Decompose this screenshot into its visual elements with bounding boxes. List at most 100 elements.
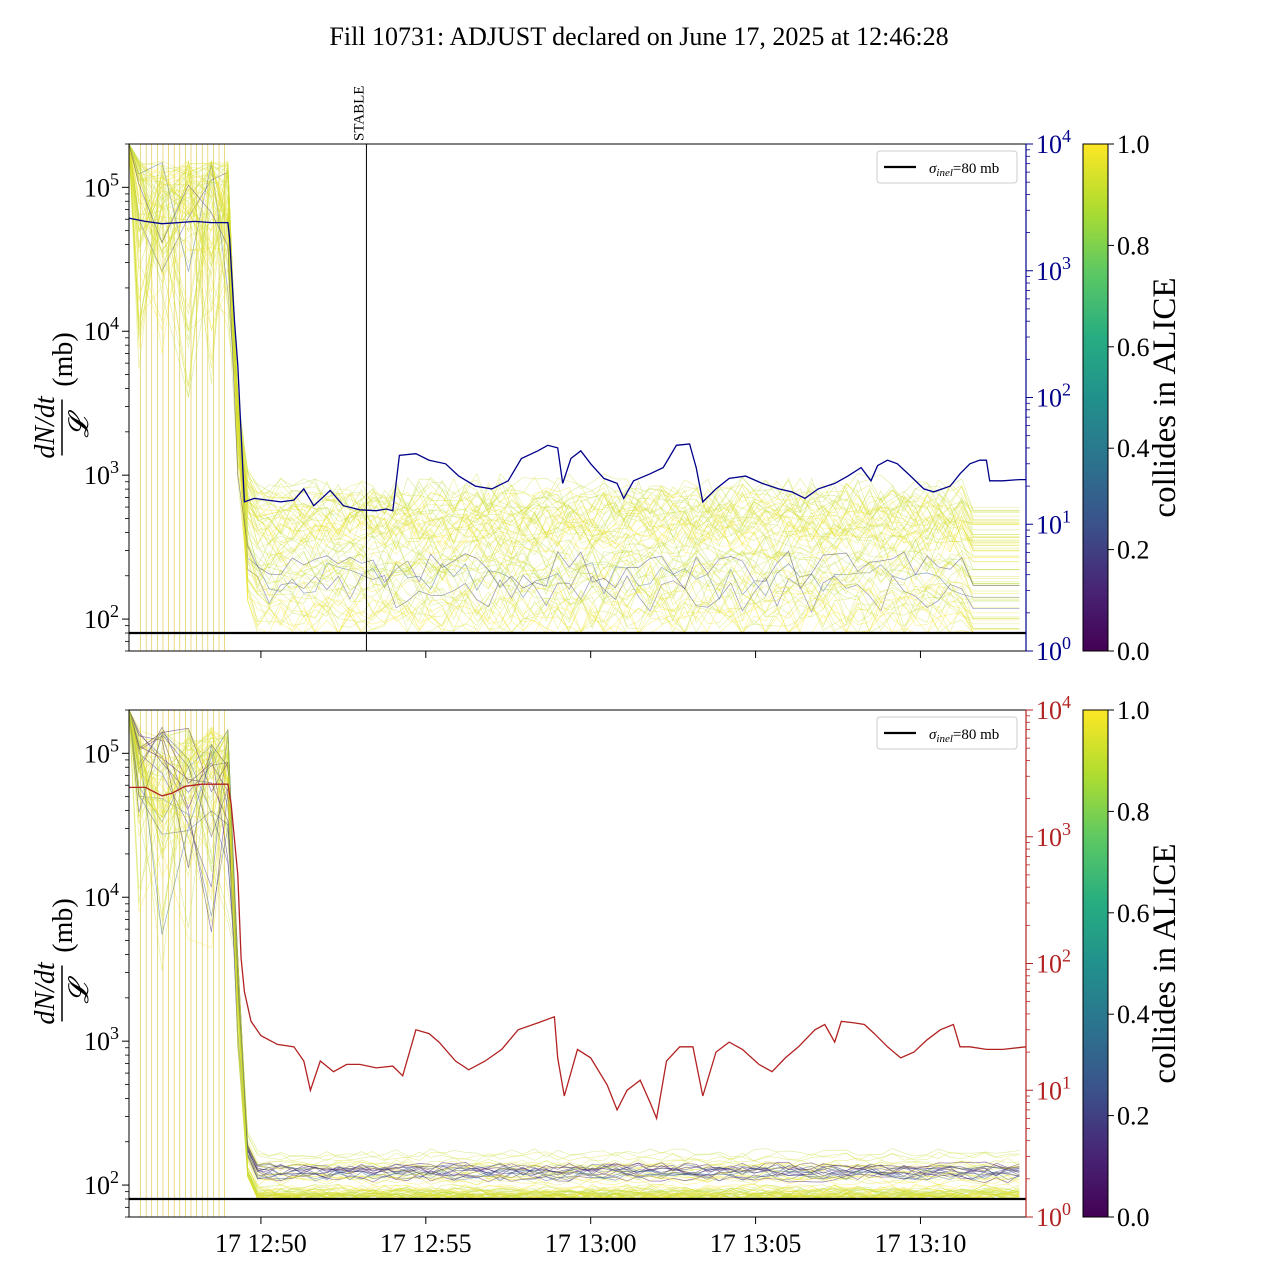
bunch-trace	[129, 144, 1020, 582]
bunch-trace	[129, 144, 1020, 590]
bunch-trace	[129, 144, 1020, 605]
bunch-trace	[129, 710, 1020, 1198]
bunch-trace	[129, 144, 1020, 522]
right-y-tick-label: 101	[1036, 506, 1071, 539]
legend-subscript: inel	[936, 733, 953, 745]
bunch-trace	[129, 144, 1020, 574]
bunch-trace	[129, 144, 1020, 596]
bunch-trace	[129, 144, 1020, 634]
bunch-trace	[129, 144, 1020, 628]
bunch-trace	[129, 710, 1020, 1200]
bunch-trace	[129, 710, 1020, 1177]
legend: σinel=80 mb	[876, 150, 1018, 184]
colorbar-tick-label: 0.6	[1117, 899, 1150, 928]
y-axis-label: dN/dt 𝓛 (mb)	[30, 332, 95, 458]
bunch-trace	[129, 710, 1020, 1185]
plot-area	[129, 710, 1026, 1217]
bunch-trace	[129, 144, 1020, 556]
bunch-traces	[129, 144, 1020, 634]
bunch-trace	[129, 710, 1020, 1200]
bunch-trace	[129, 144, 1020, 614]
colorbar-tick-label: 0.4	[1117, 1000, 1150, 1029]
right-y-tick-label-exp: 3	[1062, 819, 1071, 839]
bunch-trace	[129, 710, 1020, 1200]
right-y-tick-label-exp: 1	[1062, 506, 1071, 526]
bunch-trace	[129, 710, 1020, 1197]
bunch-trace	[129, 710, 1020, 1200]
right-y-tick-label-base: 10	[1036, 510, 1062, 539]
y-tick-label-exp: 3	[110, 1023, 119, 1043]
colorbar-gradient	[1082, 709, 1109, 1218]
bunch-trace	[129, 710, 1020, 1200]
colorbar-tick-label: 1.0	[1117, 130, 1150, 159]
bunch-trace	[129, 710, 1020, 1200]
bunch-trace	[129, 144, 1020, 589]
bunch-trace	[129, 710, 1020, 1158]
colorbar-tick-label: 0.2	[1117, 1102, 1150, 1131]
colorbar-gradient	[1082, 143, 1109, 652]
colorbar-tick-label: 0.2	[1117, 536, 1150, 565]
bunch-trace	[129, 710, 1020, 1200]
bunch-trace	[129, 710, 1020, 1175]
right-y-tick-label-base: 10	[1036, 1203, 1062, 1232]
right-y-tick-label-base: 10	[1036, 823, 1062, 852]
bunch-trace	[129, 144, 1020, 518]
bunch-trace	[129, 144, 1020, 589]
bunch-trace	[129, 144, 1020, 529]
bunch-trace	[129, 710, 1020, 1182]
legend-box	[876, 716, 1018, 750]
bunch-trace	[129, 710, 1020, 1197]
bunch-trace	[129, 144, 1020, 541]
bunch-traces	[129, 710, 1020, 1200]
bunch-trace	[129, 144, 1020, 604]
bunch-trace	[129, 144, 1020, 562]
y-tick-label-base: 10	[84, 605, 110, 634]
bunch-trace	[129, 144, 1020, 541]
bunch-trace	[129, 710, 1020, 1177]
y-tick-label-base: 10	[84, 173, 110, 202]
legend-label: σinel=80 mb	[929, 161, 999, 179]
bunch-trace	[129, 144, 1020, 624]
colorbar-label: collides in ALICE	[1147, 843, 1183, 1083]
bunch-trace	[129, 144, 1020, 634]
right-y-tick-label-base: 10	[1036, 257, 1062, 286]
bunch-trace	[129, 710, 1020, 1199]
bunch-trace	[129, 144, 1020, 634]
bunch-trace	[129, 144, 1020, 588]
bunch-trace	[129, 144, 1020, 540]
colorbar-tick-label: 0.6	[1117, 333, 1150, 362]
legend-value: =80 mb	[953, 727, 999, 743]
right-y-tick-label: 104	[1036, 692, 1071, 725]
colorbar-tick-label: 0.0	[1117, 1203, 1150, 1232]
bunch-trace	[129, 710, 1020, 1200]
y-tick-label-exp: 5	[110, 735, 119, 755]
plot-area	[129, 144, 1026, 651]
y-label-numerator: dN/dt	[30, 395, 61, 458]
bunch-trace	[129, 144, 1020, 590]
y-tick-label: 103	[84, 457, 119, 490]
y-tick-label-exp: 4	[110, 313, 119, 333]
bunch-trace	[129, 710, 1020, 1200]
bunch-trace	[129, 710, 1020, 1200]
y-tick-label: 102	[84, 1167, 119, 1200]
x-tick-label: 17 12:50	[215, 1229, 307, 1258]
bunch-trace	[129, 710, 1020, 1170]
bunch-trace	[129, 144, 1020, 634]
y-label-unit: (mb)	[48, 898, 79, 952]
bunch-trace	[129, 710, 1020, 1181]
bunch-trace	[129, 144, 1020, 547]
right-y-tick-label-exp: 4	[1062, 692, 1071, 712]
stable-marker-label: STABLE	[351, 86, 367, 141]
bunch-trace	[129, 710, 1020, 1177]
bunch-trace	[129, 710, 1020, 1199]
bunch-trace	[129, 144, 1020, 528]
bunch-trace	[129, 710, 1020, 1199]
bunch-trace	[129, 710, 1020, 1199]
bunch-trace	[129, 144, 1020, 588]
right-y-tick-label: 102	[1036, 380, 1071, 413]
bunch-trace	[129, 144, 1020, 526]
bunch-trace	[129, 710, 1020, 1172]
